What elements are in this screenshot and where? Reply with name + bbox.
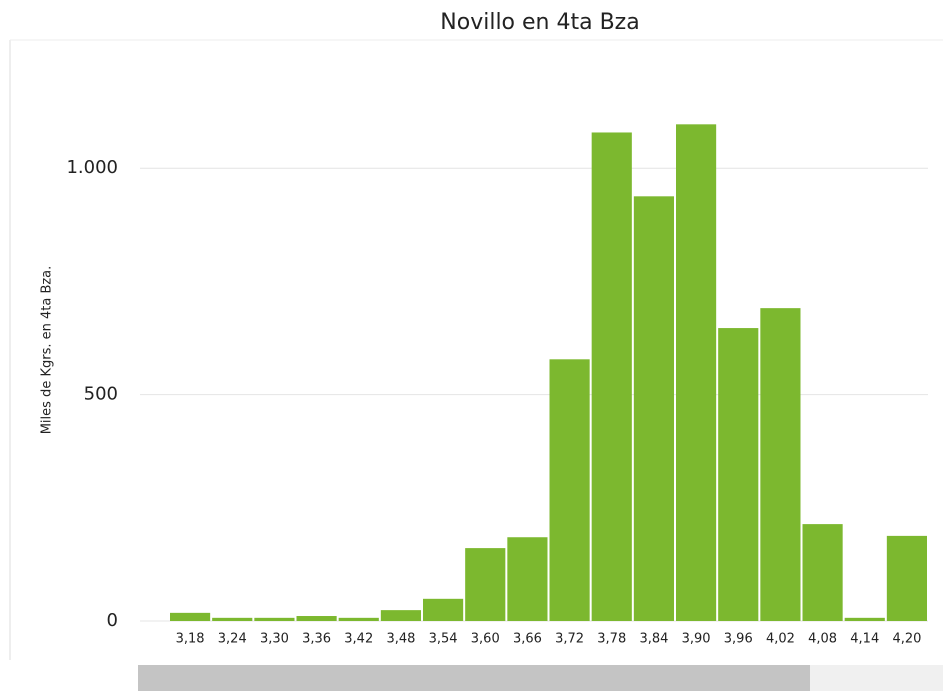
bar — [591, 132, 632, 621]
x-tick-label: 3,72 — [555, 632, 584, 647]
x-tick-label: 3,54 — [429, 632, 458, 647]
x-tick-label: 3,84 — [639, 632, 668, 647]
x-tick-label: 4,02 — [766, 632, 795, 647]
x-tick-label: 3,30 — [260, 632, 289, 647]
bar — [212, 617, 253, 621]
x-tick-label: 3,24 — [218, 632, 247, 647]
bar — [380, 610, 421, 621]
bar — [844, 617, 885, 621]
bar — [254, 617, 295, 621]
y-axis-label: Miles de Kgrs. en 4ta Bza. — [40, 266, 55, 435]
y-tick-label: 1.000 — [66, 157, 118, 178]
bar — [633, 196, 674, 622]
x-tick-label: 3,42 — [344, 632, 373, 647]
bar — [718, 328, 759, 621]
x-tick-label: 3,48 — [386, 632, 415, 647]
x-tick-label: 3,18 — [176, 632, 205, 647]
bar — [886, 535, 927, 621]
x-tick-label: 4,20 — [892, 632, 921, 647]
bar — [296, 616, 337, 621]
bar — [170, 612, 211, 621]
y-tick-label: 0 — [107, 610, 118, 631]
x-tick-label: 3,96 — [724, 632, 753, 647]
x-tick-label: 3,60 — [471, 632, 500, 647]
x-tick-label: 4,14 — [850, 632, 879, 647]
bar — [760, 308, 801, 621]
y-tick-label: 500 — [84, 384, 118, 405]
bar — [338, 617, 379, 621]
bar — [423, 598, 464, 621]
bar — [465, 548, 506, 621]
x-tick-label: 3,90 — [682, 632, 711, 647]
bar — [676, 124, 717, 621]
bar — [549, 359, 590, 621]
x-tick-label: 3,78 — [597, 632, 626, 647]
scrollbar-thumb[interactable] — [138, 665, 810, 691]
scrollbar-track[interactable] — [810, 665, 943, 691]
x-tick-label: 3,36 — [302, 632, 331, 647]
bar — [507, 537, 548, 621]
x-tick-label: 3,66 — [513, 632, 542, 647]
chart-title: Novillo en 4ta Bza — [440, 10, 639, 35]
x-tick-label: 4,08 — [808, 632, 837, 647]
bar — [802, 524, 843, 621]
